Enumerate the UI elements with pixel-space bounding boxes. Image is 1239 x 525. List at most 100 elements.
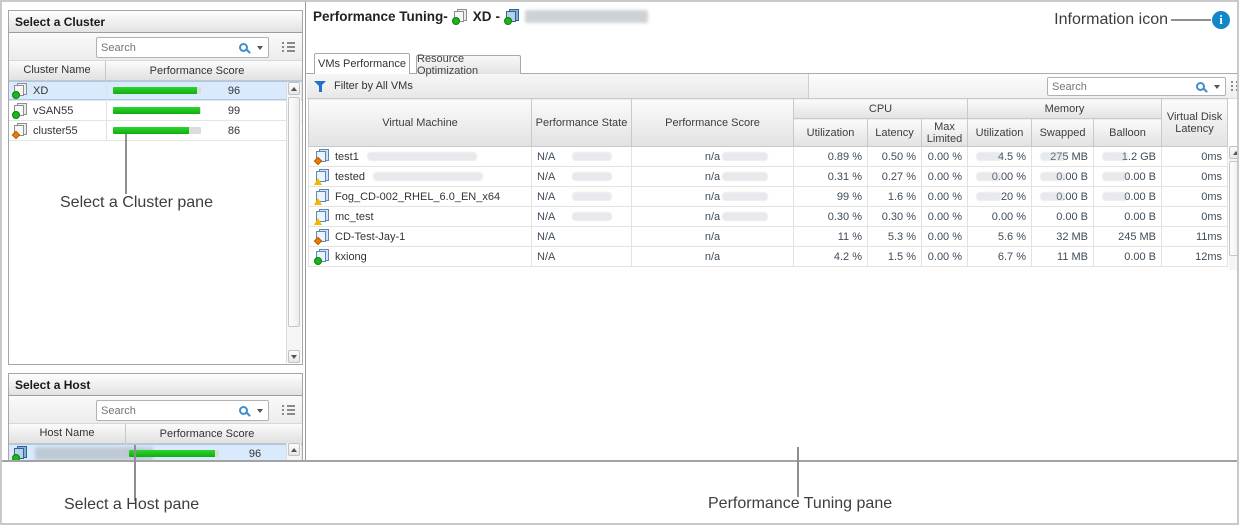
cluster-row[interactable]: XD 96 xyxy=(9,81,302,101)
cluster-scrollbar[interactable] xyxy=(286,82,301,363)
filter-by-all-vms-control[interactable]: Filter by All VMs xyxy=(307,74,809,98)
vm-name: tested xyxy=(335,170,365,183)
green-status-icon xyxy=(314,257,322,265)
table-row[interactable]: Fog_CD-002_RHEL_6.0_EN_x64 N/A n/a 99 % 1.6 … xyxy=(308,186,1229,207)
value: 0.00 B xyxy=(1124,190,1157,203)
name-label: cluster55 xyxy=(33,124,78,137)
state-cell: N/A xyxy=(531,146,632,167)
swapped-cell: 0.00 B xyxy=(1031,206,1095,227)
score-value: 99 xyxy=(227,104,241,117)
customizer-icon[interactable] xyxy=(282,405,295,416)
score-value: n/a xyxy=(704,190,721,203)
value: 0ms xyxy=(1201,170,1223,183)
select-a-cluster-pane: Select a Cluster Cluster Name Performanc… xyxy=(8,10,303,365)
warn-status-icon xyxy=(314,198,322,205)
annotation-select-a-host-pane: Select a Host pane xyxy=(64,496,200,513)
scroll-up-icon[interactable] xyxy=(1229,146,1239,159)
redaction-smudge xyxy=(976,152,1003,161)
table-scrollbar[interactable] xyxy=(1229,146,1239,270)
col-cpu-utilization[interactable]: Utilization xyxy=(793,118,868,147)
balloon-cell: 0.00 B xyxy=(1093,246,1163,267)
value: 1.6 % xyxy=(887,190,916,203)
host-callout-line xyxy=(134,445,136,501)
col-virtual-disk-latency[interactable]: Virtual Disk Latency xyxy=(1161,98,1229,147)
cpu-latency-cell: 1.6 % xyxy=(867,186,922,207)
scroll-up-icon[interactable] xyxy=(288,82,300,95)
annotation-information-icon-label: Information icon xyxy=(1054,11,1168,28)
search-icon[interactable] xyxy=(239,406,248,415)
value: 11 MB xyxy=(1057,250,1089,263)
performance-score-column-header: Performance Score xyxy=(149,64,245,77)
balloon-cell: 0.00 B xyxy=(1093,206,1163,227)
scroll-up-icon[interactable] xyxy=(288,443,300,456)
swapped-cell: 0.00 B xyxy=(1031,166,1095,187)
state-cell: N/A xyxy=(531,226,632,247)
tab-resource-optimization[interactable]: Resource Optimization xyxy=(416,53,521,77)
cluster-row[interactable]: vSAN55 99 xyxy=(9,101,302,121)
col-cpu-latency[interactable]: Latency xyxy=(867,118,922,147)
vm-search-input[interactable] xyxy=(1048,78,1196,95)
redaction-smudge xyxy=(722,212,768,221)
cluster-search-box[interactable] xyxy=(96,37,269,58)
vm-name: Fog_CD-002_RHEL_6.0_EN_x64 xyxy=(335,190,501,203)
value: 0.00 B xyxy=(1124,250,1157,263)
col-cpu-max-limited[interactable]: Max Limited xyxy=(920,118,969,147)
host-search-input[interactable] xyxy=(97,402,239,419)
vm-cell: Fog_CD-002_RHEL_6.0_EN_x64 xyxy=(308,186,532,207)
customizer-icon[interactable] xyxy=(1231,81,1239,92)
col-mem-utilization[interactable]: Utilization xyxy=(967,118,1033,147)
col-mem-swapped[interactable]: Swapped xyxy=(1031,118,1095,147)
performance-tuning-pane: Performance Tuning- XD - VMs Performance… xyxy=(305,2,1239,461)
page-title: Performance Tuning- XD - xyxy=(313,9,649,25)
host-scrollbar[interactable] xyxy=(286,443,301,461)
scrollbar-thumb[interactable] xyxy=(1229,161,1239,256)
host-search-box[interactable] xyxy=(96,400,269,421)
state-value: N/A xyxy=(537,250,556,263)
search-options-caret-icon[interactable] xyxy=(257,408,263,413)
vm-cell: kxiong xyxy=(308,246,532,267)
table-row[interactable]: kxiong N/A n/a 4.2 % 1.5 % 0.00 % 6.7 % 11 MB 0.… xyxy=(308,246,1229,267)
state-value: N/A xyxy=(537,170,556,183)
customizer-icon[interactable] xyxy=(282,42,295,53)
virtual-disk-latency-cell: 0ms xyxy=(1161,206,1229,227)
vm-name: mc_test xyxy=(335,210,374,223)
cluster-search-input[interactable] xyxy=(97,39,239,56)
value: 12ms xyxy=(1195,250,1223,263)
search-icon[interactable] xyxy=(239,43,248,52)
value: 32 MB xyxy=(1056,230,1089,243)
performance-score-bar xyxy=(129,450,219,457)
search-options-caret-icon[interactable] xyxy=(257,45,263,50)
col-mem-balloon[interactable]: Balloon xyxy=(1093,118,1163,147)
cpu-utilization-cell: 0.31 % xyxy=(793,166,868,187)
table-row[interactable]: CD-Test-Jay-1 N/A n/a 11 % 5.3 % 0.00 % 5.6 % 3… xyxy=(308,226,1229,247)
col-performance-state[interactable]: Performance State xyxy=(531,98,632,147)
state-cell: N/A xyxy=(531,246,632,267)
table-row[interactable]: test1 N/A n/a 0.89 % 0.50 % 0.00 % 4.5 % 275 MB… xyxy=(308,146,1229,167)
scrollbar-thumb[interactable] xyxy=(288,97,300,327)
search-options-caret-icon[interactable] xyxy=(1214,84,1220,89)
col-virtual-machine[interactable]: Virtual Machine xyxy=(308,98,532,147)
vm-icon xyxy=(314,169,331,185)
scroll-down-icon[interactable] xyxy=(288,350,300,363)
col-performance-score[interactable]: Performance Score xyxy=(631,98,794,147)
balloon-cell: 0.00 B xyxy=(1093,186,1163,207)
score-bar-fill xyxy=(113,127,189,134)
table-row[interactable]: tested N/A n/a 0.31 % 0.27 % 0.00 % 0.00 % 0.00… xyxy=(308,166,1229,187)
host-row[interactable]: 96 xyxy=(9,444,302,461)
max-limited-cell: 0.00 % xyxy=(920,186,969,207)
tuning-callout-line xyxy=(797,447,799,497)
search-icon[interactable] xyxy=(1196,82,1205,91)
vm-search-box[interactable] xyxy=(1047,77,1226,96)
-icon xyxy=(12,103,29,119)
information-icon[interactable]: i xyxy=(1212,11,1230,29)
tab-vms-performance[interactable]: VMs Performance xyxy=(314,53,410,74)
cluster-row[interactable]: cluster55 86 xyxy=(9,121,302,141)
value: 0.30 % xyxy=(881,210,916,223)
value: 6.7 % xyxy=(997,250,1027,263)
table-row[interactable]: mc_test N/A n/a 0.30 % 0.30 % 0.00 % 0.00 % 0.0… xyxy=(308,206,1229,227)
cluster-panel-title: Select a Cluster xyxy=(9,11,302,33)
balloon-cell: 245 MB xyxy=(1093,226,1163,247)
max-limited-cell: 0.00 % xyxy=(920,226,969,247)
value: 0.50 % xyxy=(881,150,916,163)
redaction-smudge xyxy=(572,192,612,201)
